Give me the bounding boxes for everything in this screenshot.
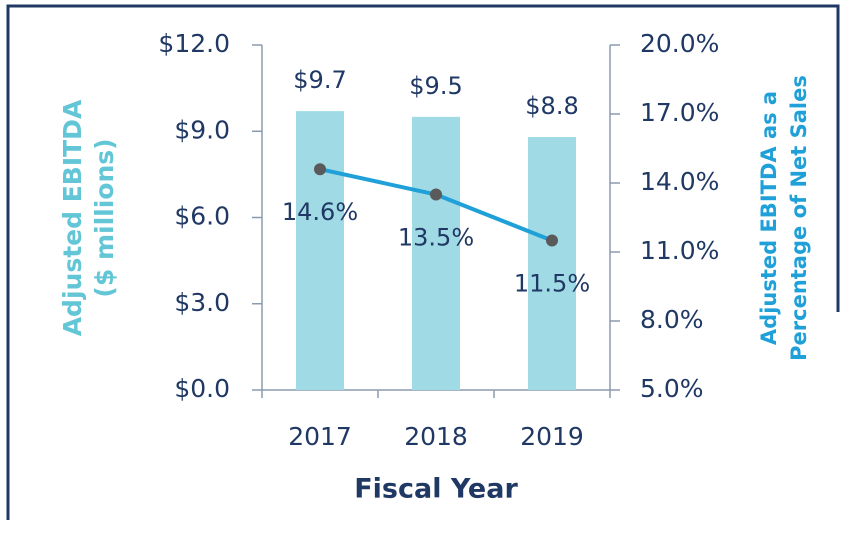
bar-value-label: $8.8 — [525, 92, 578, 120]
y2-tick-label: 14.0% — [640, 167, 719, 196]
y-tick-label: $12.0 — [158, 29, 230, 58]
line-value-label: 13.5% — [398, 224, 474, 252]
y2-tick-label: 17.0% — [640, 98, 719, 127]
line-value-label: 14.6% — [282, 198, 358, 226]
line-point — [314, 163, 326, 176]
y2-axis-title-line: Adjusted EBITDA as a — [757, 91, 781, 345]
y-tick-label: $6.0 — [174, 202, 230, 231]
x-tick-label: 2017 — [288, 422, 352, 451]
bar-value-label: $9.5 — [409, 72, 462, 100]
line-point — [430, 188, 442, 201]
y2-tick-label: 8.0% — [640, 305, 704, 334]
y2-tick-label: 5.0% — [640, 374, 704, 403]
y-tick-label: $3.0 — [174, 288, 230, 317]
line-point — [546, 234, 558, 247]
x-tick-label: 2019 — [520, 422, 584, 451]
y-axis-title-line: ($ millions) — [90, 138, 119, 297]
bar-value-label: $9.7 — [293, 66, 346, 94]
y2-tick-label: 11.0% — [640, 236, 719, 265]
bar — [528, 137, 576, 390]
x-axis-title: Fiscal Year — [354, 474, 518, 505]
y-axis-title-line: Adjusted EBITDA — [58, 99, 87, 336]
y-axis-title: Adjusted EBITDA ($ millions) — [58, 99, 119, 336]
bar — [412, 116, 460, 390]
line-value-label: 11.5% — [514, 270, 590, 298]
y2-tick-label: 20.0% — [640, 29, 719, 58]
bar — [296, 111, 344, 390]
y2-axis-title: Adjusted EBITDA as a Percentage of Net S… — [757, 75, 811, 361]
y-tick-label: $9.0 — [174, 115, 230, 144]
x-tick-label: 2018 — [404, 422, 468, 451]
y-tick-label: $0.0 — [174, 374, 230, 403]
frame — [6, 4, 840, 520]
y2-axis-title-line: Percentage of Net Sales — [787, 75, 811, 361]
